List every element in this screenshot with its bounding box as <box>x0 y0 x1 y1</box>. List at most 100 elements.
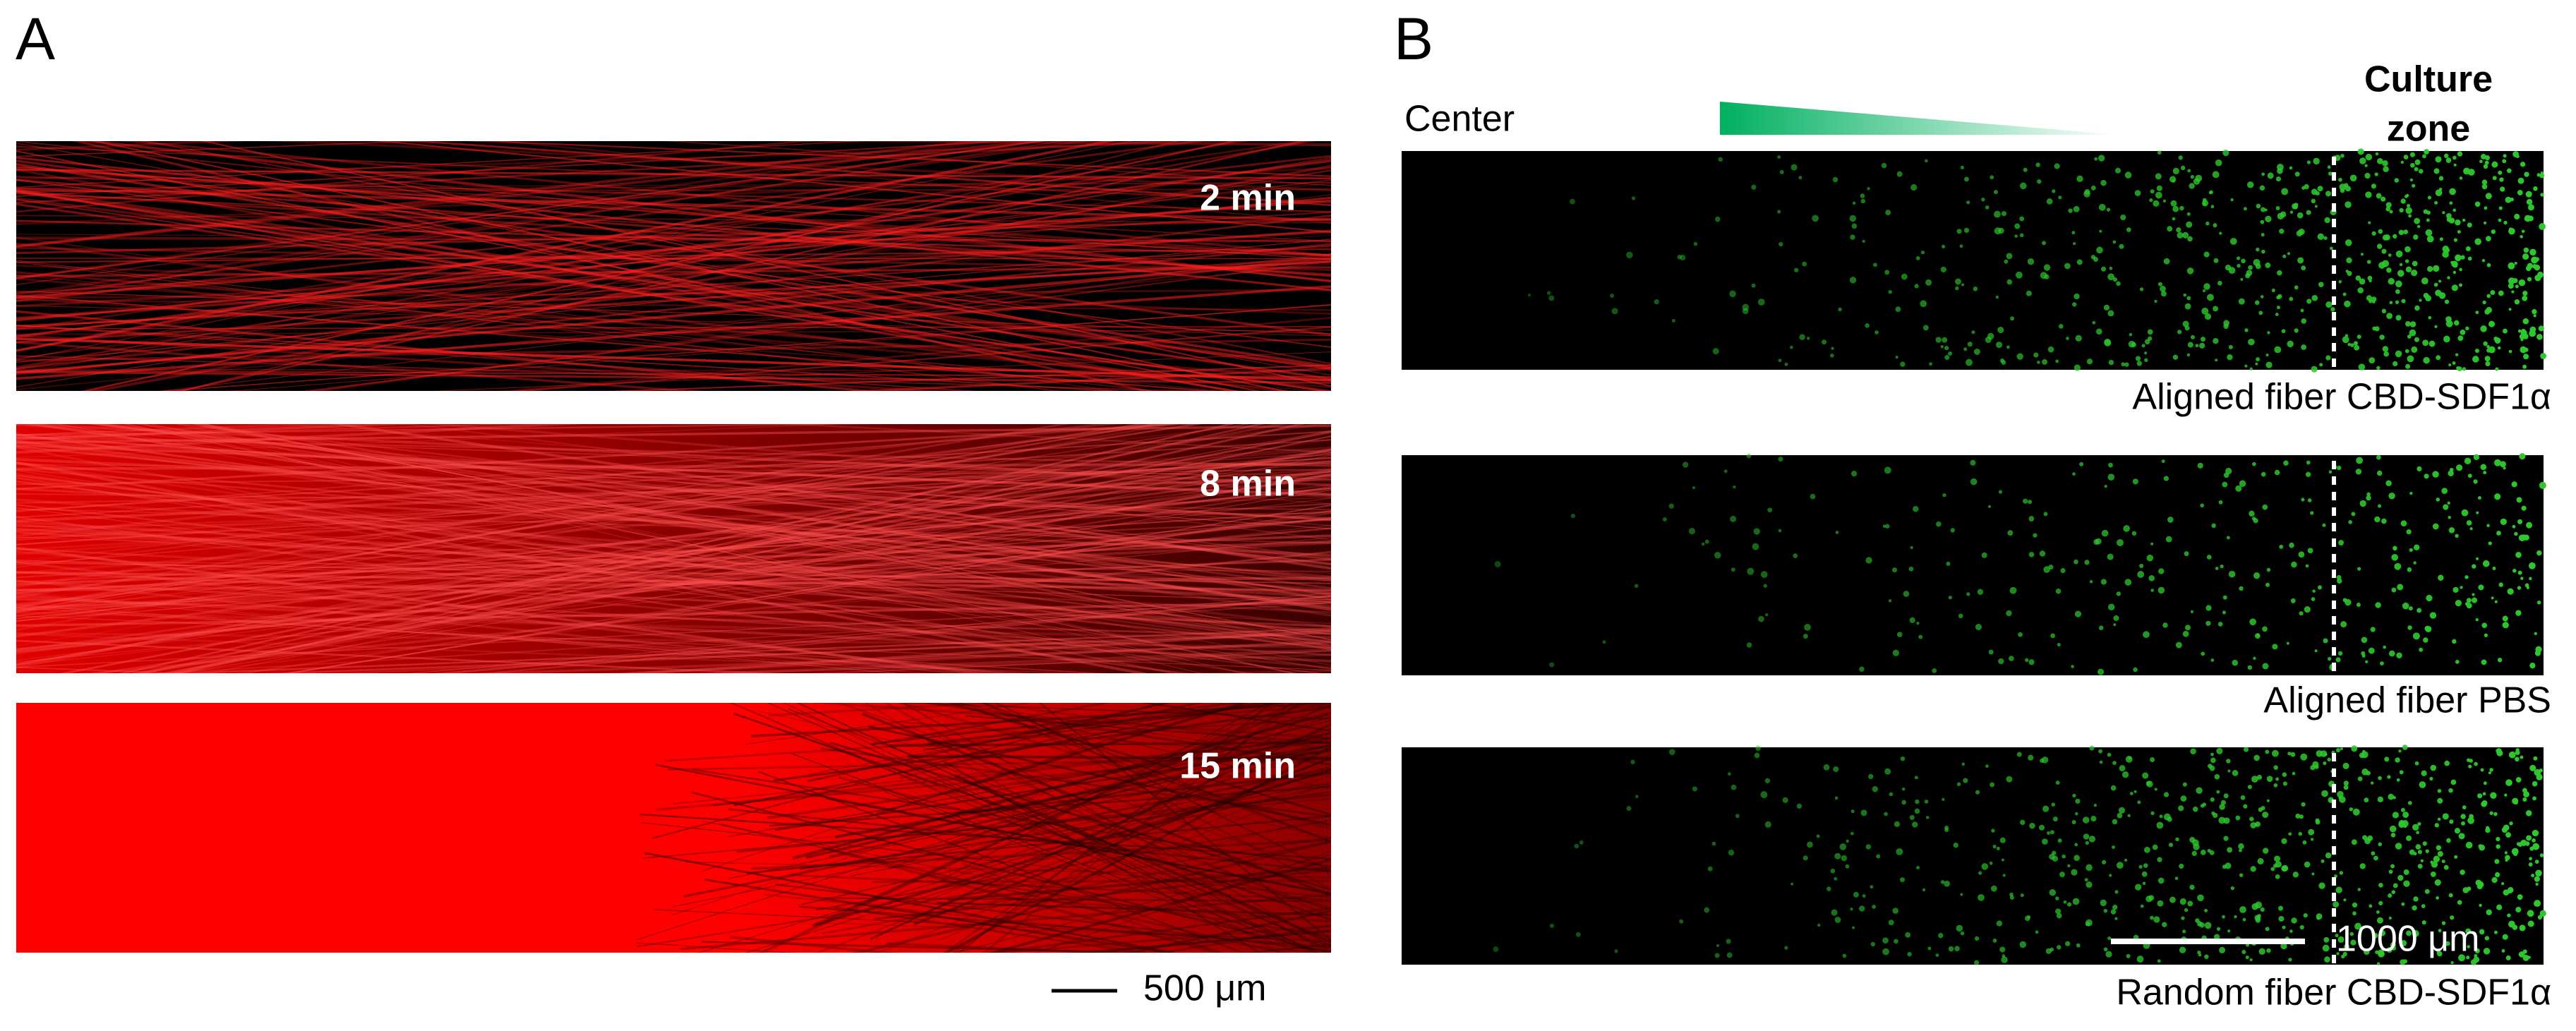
cell <box>2047 346 2054 353</box>
fiber <box>908 754 1331 761</box>
cell <box>1978 871 1982 875</box>
cell <box>2337 651 2343 656</box>
cell <box>2485 236 2491 242</box>
cell <box>2253 572 2261 579</box>
cell <box>2282 781 2287 786</box>
fiber <box>16 215 1331 370</box>
fiber <box>16 477 1331 646</box>
cell <box>2146 554 2154 562</box>
cell <box>2068 208 2073 213</box>
cell <box>1548 295 1555 301</box>
cell <box>2252 462 2256 466</box>
cell <box>1948 596 1952 600</box>
cell <box>2051 802 2056 807</box>
fiber <box>982 895 1331 923</box>
cell <box>2190 748 2196 754</box>
boundary-dash <box>2332 461 2336 469</box>
fiber <box>745 769 1331 953</box>
cell <box>1778 358 1782 363</box>
cell <box>2114 167 2121 174</box>
cell <box>1895 306 1901 313</box>
cell <box>2129 332 2133 337</box>
cell <box>2512 568 2517 573</box>
cell <box>2479 159 2483 164</box>
cell <box>2486 348 2491 353</box>
cell <box>1935 337 1942 343</box>
cell <box>2092 320 2096 325</box>
fiber <box>897 814 1331 926</box>
cell <box>2357 776 2363 781</box>
cell <box>2378 504 2382 508</box>
cell <box>2531 874 2535 878</box>
fiber <box>16 527 1331 603</box>
cell <box>2239 480 2246 487</box>
fiber <box>16 560 1331 603</box>
cell <box>2226 759 2231 764</box>
cell <box>1963 778 1968 783</box>
cell <box>2265 749 2270 754</box>
fiber <box>16 141 1047 248</box>
cell <box>2423 637 2428 643</box>
cell <box>2165 536 2172 543</box>
fiber <box>973 703 1248 785</box>
fiber <box>16 424 1071 598</box>
cell <box>2511 290 2515 294</box>
cell <box>2486 263 2491 267</box>
cell <box>2112 819 2118 825</box>
fiber <box>788 708 1331 912</box>
fiber <box>959 742 1331 875</box>
cell <box>2377 157 2383 164</box>
cell <box>2136 955 2144 963</box>
cell <box>2461 821 2466 826</box>
cell <box>2015 271 2023 279</box>
cell <box>2502 615 2508 622</box>
cell <box>2342 762 2349 769</box>
cell <box>2455 533 2459 538</box>
cell <box>2074 293 2080 300</box>
cell <box>2403 229 2409 234</box>
cell <box>2527 204 2534 211</box>
cell <box>2062 854 2066 859</box>
cell <box>2321 859 2325 863</box>
boundary-dash <box>2332 569 2336 578</box>
cell <box>2243 804 2248 809</box>
cell <box>2459 176 2463 180</box>
fiber <box>898 721 1331 759</box>
cell <box>2369 357 2376 364</box>
cell <box>2294 285 2299 290</box>
fiber <box>87 164 1331 391</box>
cell <box>2157 900 2164 907</box>
fiber <box>172 424 1331 558</box>
cell <box>1671 318 1675 322</box>
cell <box>1892 567 1898 573</box>
cell <box>2477 793 2483 799</box>
cell <box>2443 153 2449 159</box>
cell <box>2182 630 2189 637</box>
fiber <box>16 448 1331 666</box>
cell <box>2474 238 2481 246</box>
fiber <box>872 879 1331 884</box>
cell <box>2484 356 2491 362</box>
fiber <box>672 772 1331 908</box>
cell <box>1907 951 1912 957</box>
fiber <box>16 141 999 279</box>
fiber <box>808 703 1205 775</box>
cell <box>2395 757 2400 763</box>
cell <box>2234 915 2237 919</box>
cell <box>2531 256 2539 264</box>
cell <box>2490 290 2496 296</box>
fiber <box>661 141 1331 186</box>
cell <box>2488 320 2496 327</box>
fiber <box>16 116 1331 139</box>
cell <box>2213 306 2219 312</box>
cell <box>2281 329 2286 334</box>
cell <box>2483 221 2487 225</box>
cell <box>2182 231 2189 239</box>
cell <box>2105 951 2112 958</box>
cell <box>2203 289 2206 293</box>
cell <box>1958 613 1963 619</box>
fiber <box>16 677 1331 694</box>
cell <box>2430 871 2436 877</box>
cell <box>2529 764 2536 771</box>
fiber <box>16 493 1331 511</box>
